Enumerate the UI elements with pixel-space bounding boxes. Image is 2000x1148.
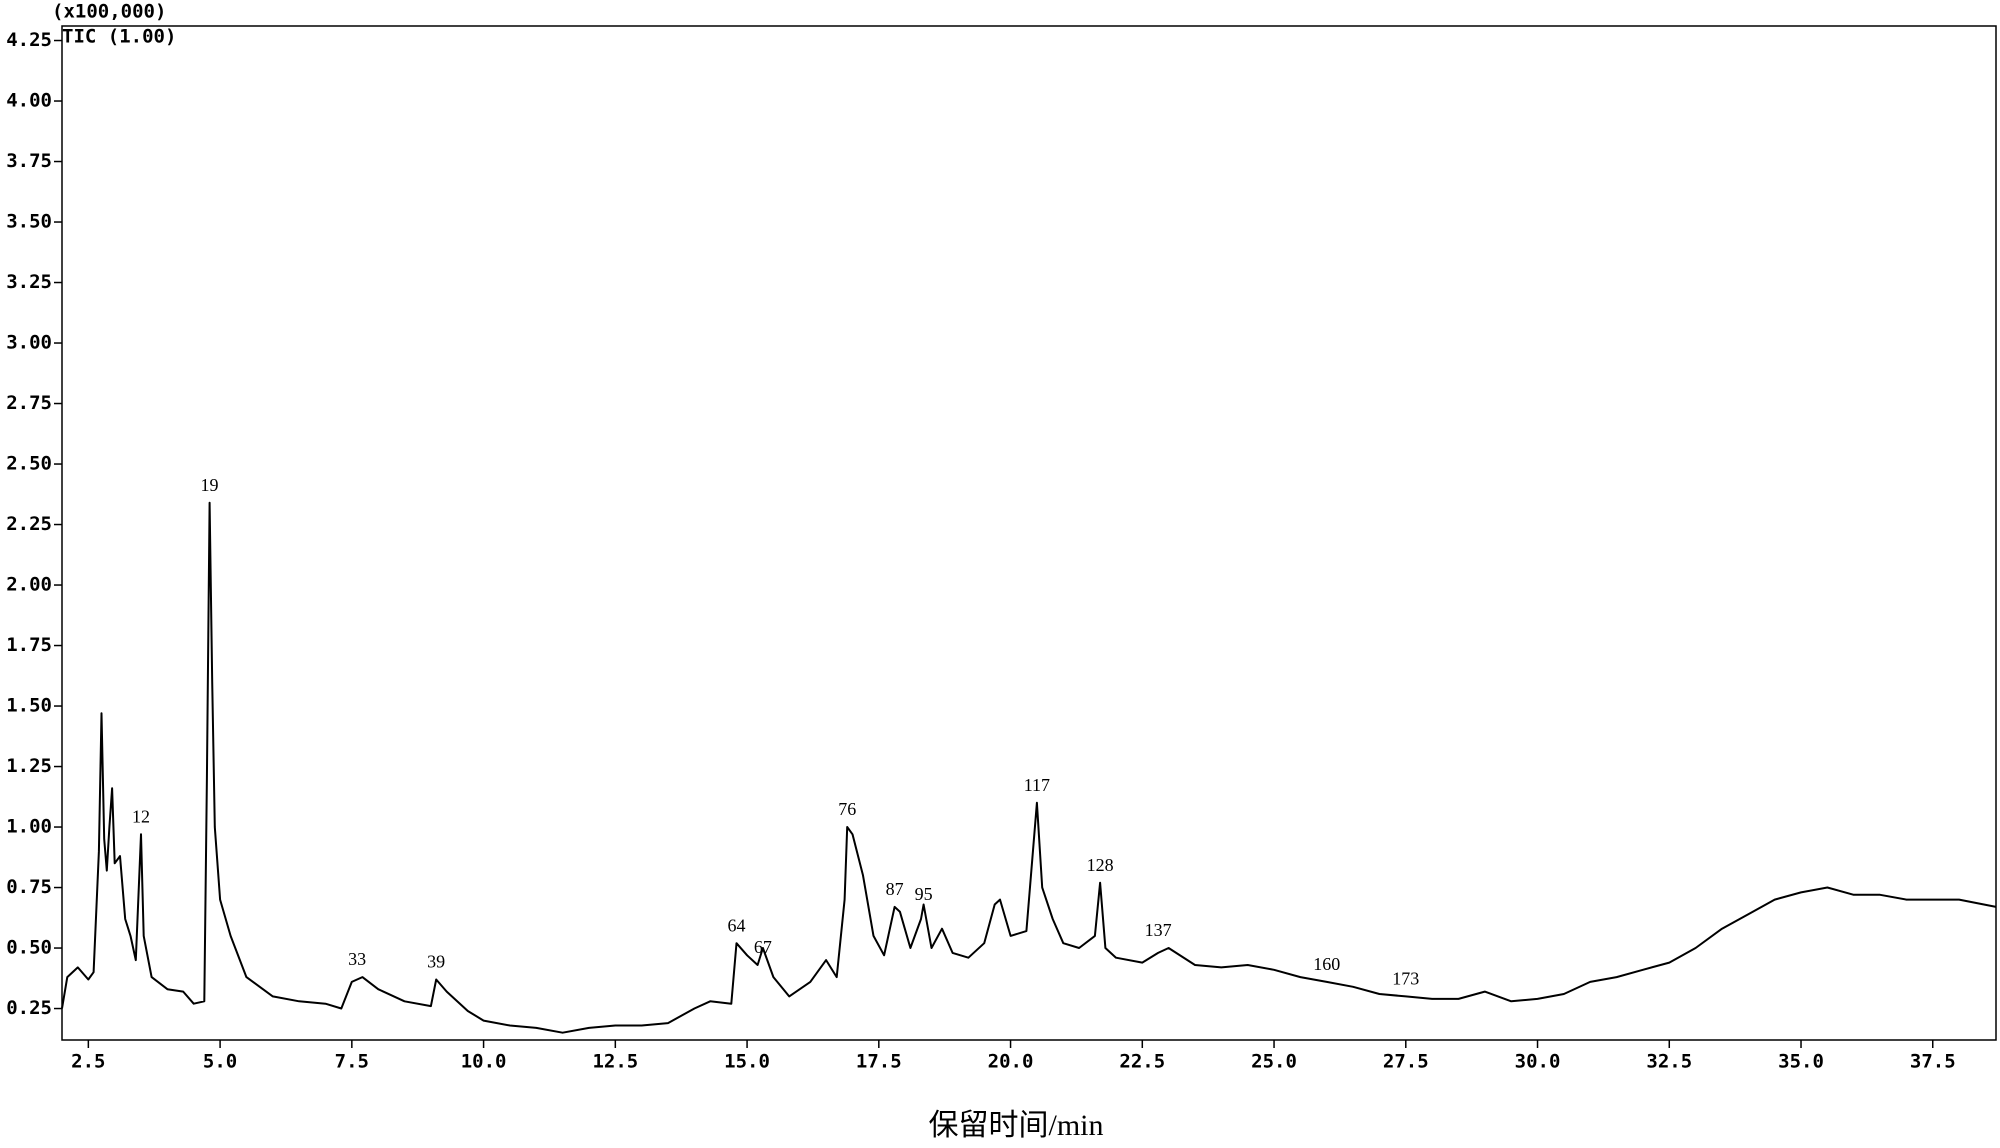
x-tick-label: 2.5 <box>71 1051 105 1073</box>
y-tick-label: 0.50 <box>6 937 52 959</box>
y-tick-label: 3.00 <box>6 332 52 354</box>
x-tick-label: 17.5 <box>856 1051 902 1073</box>
y-tick-label: 1.75 <box>6 634 52 656</box>
peak-label: 87 <box>886 879 904 899</box>
x-tick-label: 27.5 <box>1383 1051 1429 1073</box>
peak-label: 137 <box>1145 920 1172 940</box>
y-tick-label: 2.75 <box>6 392 52 414</box>
x-tick-label: 5.0 <box>203 1051 237 1073</box>
x-axis-label: 保留时间/min <box>928 1109 1103 1142</box>
y-tick-label: 0.25 <box>6 997 52 1019</box>
y-tick-label: 0.75 <box>6 876 52 898</box>
x-tick-label: 10.0 <box>461 1051 507 1073</box>
y-tick-label: 1.00 <box>6 816 52 838</box>
trace-label: TIC (1.00) <box>62 26 176 48</box>
peak-label: 64 <box>728 915 746 935</box>
y-tick-label: 3.50 <box>6 211 52 233</box>
peak-label: 76 <box>838 799 856 819</box>
x-tick-label: 32.5 <box>1646 1051 1692 1073</box>
peak-label: 12 <box>132 806 150 826</box>
peak-label: 128 <box>1087 855 1114 875</box>
y-tick-label: 2.25 <box>6 513 52 535</box>
x-tick-label: 35.0 <box>1778 1051 1824 1073</box>
x-tick-label: 7.5 <box>335 1051 369 1073</box>
y-tick-label: 2.00 <box>6 574 52 596</box>
peak-label: 67 <box>754 937 772 957</box>
x-tick-label: 25.0 <box>1251 1051 1297 1073</box>
peak-label: 95 <box>915 884 933 904</box>
x-tick-label: 30.0 <box>1515 1051 1561 1073</box>
x-tick-label: 22.5 <box>1119 1051 1165 1073</box>
peak-label: 160 <box>1313 954 1340 974</box>
x-tick-label: 15.0 <box>724 1051 770 1073</box>
y-tick-label: 4.00 <box>6 90 52 112</box>
x-tick-label: 12.5 <box>592 1051 638 1073</box>
plot-frame <box>61 25 1997 1041</box>
x-tick-label: 20.0 <box>988 1051 1034 1073</box>
y-tick-label: 4.25 <box>6 29 52 51</box>
y-tick-label: 1.50 <box>6 695 52 717</box>
peak-label: 39 <box>427 952 445 972</box>
y-tick-label: 3.25 <box>6 271 52 293</box>
y-tick-label: 2.50 <box>6 453 52 475</box>
x-tick-label: 37.5 <box>1910 1051 1956 1073</box>
y-tick-label: 3.75 <box>6 150 52 172</box>
chromatogram-line <box>61 501 1997 1034</box>
y-tick-label: 1.25 <box>6 755 52 777</box>
peak-label: 33 <box>348 949 366 969</box>
peak-label: 173 <box>1392 969 1419 989</box>
peak-label: 19 <box>201 475 219 495</box>
y-unit: (x100,000) <box>52 1 166 23</box>
peak-label: 117 <box>1024 775 1050 795</box>
